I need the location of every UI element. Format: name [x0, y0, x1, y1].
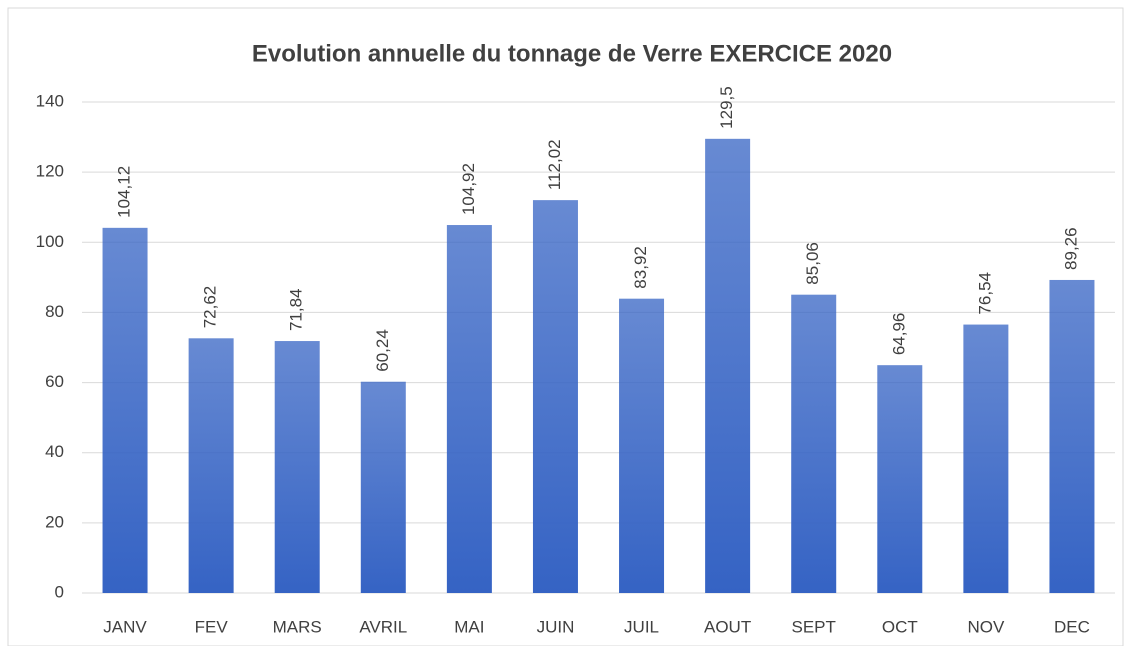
data-label: 64,96: [889, 313, 908, 356]
data-label: 85,06: [803, 242, 822, 285]
x-tick-label: FEV: [195, 617, 229, 636]
data-label: 104,92: [459, 163, 478, 215]
x-tick-label: AVRIL: [359, 617, 407, 636]
x-tick-label: JANV: [103, 617, 147, 636]
data-label: 129,5: [717, 86, 736, 129]
y-tick-label: 20: [45, 512, 64, 531]
bar: [619, 298, 665, 593]
x-tick-label: AOUT: [704, 617, 751, 636]
x-tick-label: JUIL: [624, 617, 659, 636]
x-tick-label: OCT: [882, 617, 918, 636]
data-label: 60,24: [373, 329, 392, 372]
y-tick-label: 120: [36, 162, 64, 181]
data-label: 104,12: [115, 166, 134, 218]
x-tick-label: MARS: [273, 617, 322, 636]
bar: [188, 338, 234, 593]
bar: [274, 341, 320, 593]
bar: [360, 381, 406, 593]
data-label: 72,62: [201, 286, 220, 329]
bar: [963, 324, 1009, 593]
data-label: 76,54: [975, 272, 994, 315]
y-tick-label: 80: [45, 302, 64, 321]
y-tick-label: 0: [55, 582, 64, 601]
y-tick-label: 140: [36, 91, 64, 110]
bar: [532, 200, 578, 593]
bar: [705, 138, 751, 593]
bar: [1049, 279, 1095, 593]
y-tick-label: 60: [45, 372, 64, 391]
x-tick-label: DEC: [1054, 617, 1090, 636]
y-tick-label: 100: [36, 232, 64, 251]
data-label: 83,92: [631, 246, 650, 289]
bar: [446, 225, 492, 593]
bar: [877, 365, 923, 593]
x-tick-label: NOV: [967, 617, 1005, 636]
x-tick-label: SEPT: [792, 617, 836, 636]
data-label: 71,84: [287, 288, 306, 331]
x-tick-label: MAI: [454, 617, 484, 636]
chart-title: Evolution annuelle du tonnage de Verre E…: [252, 40, 892, 67]
data-label: 112,02: [545, 139, 564, 190]
bar: [791, 294, 837, 593]
data-label: 89,26: [1061, 227, 1080, 270]
x-tick-label: JUIN: [537, 617, 575, 636]
bar: [102, 227, 148, 593]
y-tick-label: 40: [45, 442, 64, 461]
